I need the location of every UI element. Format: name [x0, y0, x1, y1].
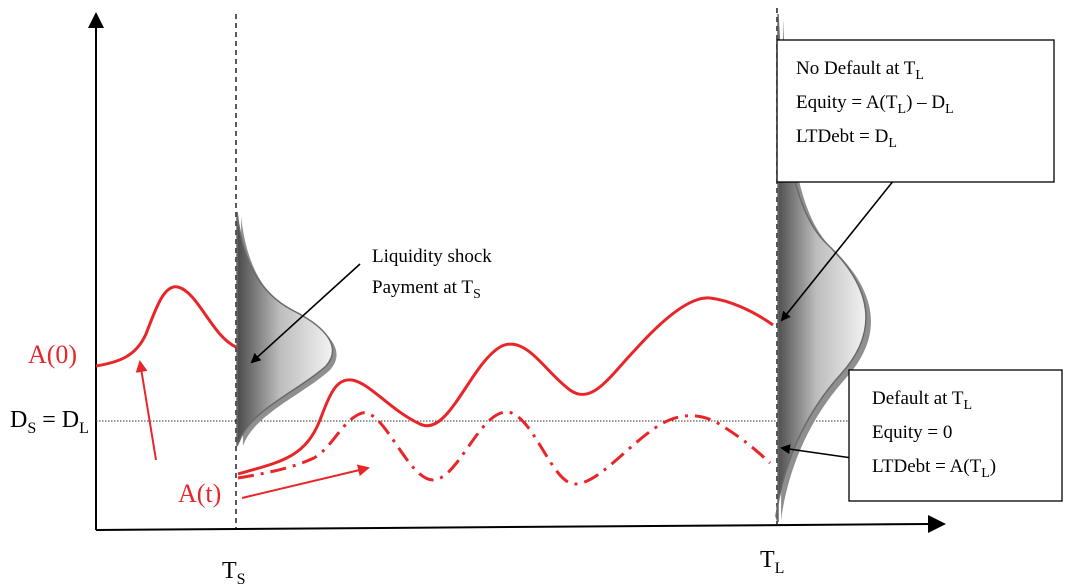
asset-path-initial [95, 285, 237, 368]
ts-label: TS [222, 558, 246, 588]
liquidity-line2: Payment at TS [372, 277, 481, 302]
default-line3: LTDebt = A(TL) [872, 456, 996, 481]
ds-dl-label: DS = DL [10, 407, 89, 437]
y-axis-arrowhead [88, 12, 104, 28]
no-default-line1: No Default at TL [796, 58, 924, 83]
a0-label: A(0) [28, 340, 77, 369]
tl-label: TL [760, 547, 784, 577]
no-default-arrow [780, 169, 903, 322]
ts-distribution-curve [236, 211, 334, 447]
liquidity-shock-arrow [250, 263, 361, 364]
default-line2: Equity = 0 [872, 422, 952, 443]
x-axis-arrowhead [928, 515, 946, 533]
asset-path-default [237, 410, 772, 486]
no-default-line3: LTDebt = DL [796, 126, 897, 151]
no-default-line2: Equity = A(TL) – DL [796, 92, 954, 117]
default-box [848, 369, 1063, 502]
default-line1: Default at TL [872, 388, 972, 413]
x-axis [95, 523, 931, 531]
default-arrow [780, 444, 853, 459]
no-default-box [776, 39, 1055, 183]
at-label: A(t) [178, 479, 221, 508]
asset-path-survival [237, 296, 774, 476]
a0-arrow [135, 360, 157, 461]
at-arrow [241, 464, 370, 499]
liquidity-line1: Liquidity shock [372, 246, 492, 267]
